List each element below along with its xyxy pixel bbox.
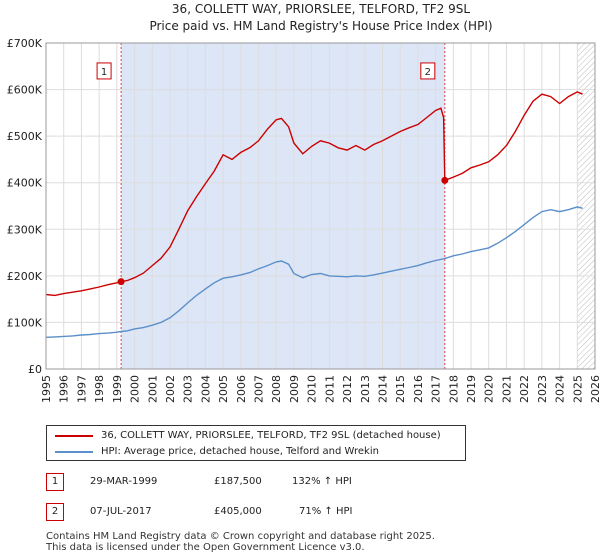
- x-tick-label: 2003: [182, 375, 195, 403]
- x-tick-label: 2017: [430, 375, 443, 403]
- forecast-hatch: [577, 43, 595, 369]
- legend-swatch-property: [55, 435, 93, 437]
- x-tick-label: 2006: [235, 375, 248, 403]
- sale-point: [441, 176, 449, 184]
- property-series-line: [45, 91, 583, 297]
- y-tick-label: £400K: [7, 177, 43, 190]
- x-tick-label: 1996: [58, 375, 71, 403]
- x-tick-label: 2018: [447, 375, 460, 403]
- sale-number-label: 2: [425, 67, 431, 78]
- transaction-badge: 2: [46, 503, 64, 521]
- legend-swatch-hpi: [55, 451, 93, 453]
- price-chart: 36, COLLETT WAY, PRIORSLEE, TELFORD, TF2…: [7, 2, 600, 403]
- legend-label-hpi: HPI: Average price, detached house, Telf…: [101, 446, 379, 457]
- x-tick-label: 2005: [217, 375, 230, 403]
- x-tick-label: 1995: [40, 375, 53, 403]
- x-tick-label: 2010: [306, 375, 319, 403]
- transaction-hpi: 71% ↑ HPI: [299, 506, 353, 517]
- x-tick-label: 2021: [500, 375, 513, 403]
- x-tick-label: 2013: [359, 375, 372, 403]
- footer: Contains HM Land Registry data © Crown c…: [46, 531, 435, 553]
- hpi-series-line: [45, 206, 583, 338]
- x-tick-label: 2024: [554, 375, 567, 403]
- legend: 36, COLLETT WAY, PRIORSLEE, TELFORD, TF2…: [46, 425, 466, 461]
- y-tick-label: £0: [28, 363, 42, 376]
- x-tick-label: 2002: [164, 375, 177, 403]
- transaction-badge: 1: [46, 473, 64, 491]
- x-tick-label: 2014: [376, 375, 389, 403]
- transaction-date: 07-JUL-2017: [90, 506, 152, 517]
- x-tick-label: 2015: [394, 375, 407, 403]
- plot-area: £0 £100K £200K £300K £400K £500K £600K £700K 199…: [7, 37, 600, 403]
- x-tick-label: 1998: [93, 375, 106, 403]
- x-tick-label: 2012: [341, 375, 354, 403]
- x-tick-label: 2019: [465, 375, 478, 403]
- x-tick-label: 2020: [483, 375, 496, 403]
- y-tick-label: £300K: [7, 223, 43, 236]
- transaction-price: £187,500: [214, 476, 262, 487]
- x-tick-label: 2000: [129, 375, 142, 403]
- sale-number-box: [420, 62, 436, 80]
- x-tick-label: 2001: [146, 375, 159, 403]
- x-tick-label: 2007: [253, 375, 266, 403]
- x-tick-label: 2008: [270, 375, 283, 403]
- sale-number-label: 1: [101, 67, 107, 78]
- x-tick-label: 2023: [536, 375, 549, 403]
- x-tick-label: 2011: [323, 375, 336, 403]
- y-tick-label: £200K: [7, 270, 43, 283]
- y-tick-label: £700K: [7, 37, 43, 50]
- x-tick-label: 2004: [199, 375, 212, 403]
- x-tick-label: 2025: [571, 375, 584, 403]
- x-tick-label: 2022: [518, 375, 531, 403]
- y-tick-label: £600K: [7, 84, 43, 97]
- chart-subtitle: Price paid vs. HM Land Registry's House …: [149, 19, 492, 33]
- transaction-date: 29-MAR-1999: [90, 476, 158, 487]
- y-tick-label: £500K: [7, 130, 43, 143]
- y-tick-label: £100K: [7, 316, 43, 329]
- x-tick-label: 2026: [589, 375, 600, 403]
- footer-copyright: Contains HM Land Registry data © Crown c…: [46, 531, 435, 542]
- plot-frame: [45, 42, 596, 370]
- x-tick-label: 2009: [288, 375, 301, 403]
- x-tick-label: 1999: [111, 375, 124, 403]
- sale-number-box: [96, 62, 112, 80]
- transaction-price: £405,000: [214, 506, 262, 517]
- x-tick-label: 1997: [75, 375, 88, 403]
- transaction-hpi: 132% ↑ HPI: [292, 476, 352, 487]
- footer-licence: This data is licensed under the Open Gov…: [46, 542, 365, 553]
- chart-title: 36, COLLETT WAY, PRIORSLEE, TELFORD, TF2…: [172, 2, 470, 16]
- sale-point: [117, 278, 125, 286]
- legend-label-property: 36, COLLETT WAY, PRIORSLEE, TELFORD, TF2…: [101, 430, 441, 441]
- x-tick-label: 2016: [412, 375, 425, 403]
